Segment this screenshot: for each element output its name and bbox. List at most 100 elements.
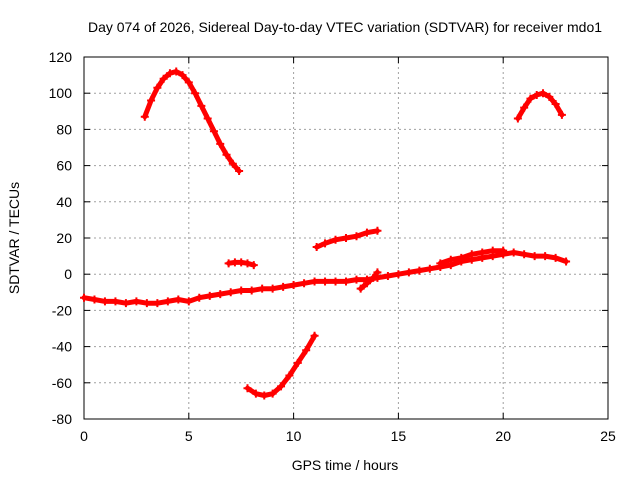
data-point — [331, 235, 340, 244]
data-point — [362, 228, 371, 237]
data-point — [404, 268, 413, 277]
data-point — [163, 297, 172, 306]
data-point — [289, 281, 298, 290]
data-point — [530, 252, 539, 261]
data-point — [436, 259, 445, 268]
data-point — [277, 382, 286, 391]
data-point — [457, 253, 466, 262]
data-point — [243, 384, 252, 393]
data-point — [165, 69, 174, 78]
data-point — [153, 83, 162, 92]
data-point — [478, 248, 487, 257]
data-point — [184, 78, 193, 87]
data-point — [132, 297, 141, 306]
data-point — [541, 252, 550, 261]
data-point — [209, 127, 218, 136]
data-point — [562, 257, 571, 266]
data-point — [197, 101, 206, 110]
data-point — [216, 139, 225, 148]
series-line — [142, 69, 242, 174]
data-point — [312, 243, 321, 252]
data-point — [222, 150, 231, 159]
data-point — [362, 279, 371, 288]
x-tick-label: 25 — [600, 428, 616, 444]
data-point — [203, 114, 212, 123]
data-point — [539, 89, 548, 98]
data-point — [513, 114, 522, 123]
y-tick-label: -20 — [52, 302, 72, 318]
data-point — [140, 112, 149, 121]
data-point — [260, 391, 269, 400]
data-point — [216, 290, 225, 299]
data-point — [293, 358, 302, 367]
data-point — [247, 286, 256, 295]
data-point — [467, 250, 476, 259]
data-point — [285, 371, 294, 380]
data-point — [100, 297, 109, 306]
y-tick-label: 80 — [56, 121, 72, 137]
data-point — [532, 91, 541, 100]
data-point — [237, 286, 246, 295]
data-point — [373, 268, 382, 277]
data-point — [147, 96, 156, 105]
data-point — [369, 273, 378, 282]
data-point — [352, 232, 361, 241]
chart-title: Day 074 of 2026, Sidereal Day-to-day VTE… — [88, 19, 602, 35]
data-point — [356, 284, 365, 293]
data-point — [111, 297, 120, 306]
y-tick-label: 0 — [64, 266, 72, 282]
series-arc-low — [243, 331, 319, 400]
series-line — [358, 269, 380, 292]
data-point — [205, 291, 214, 300]
series-arc-high-morning — [140, 67, 244, 176]
data-point — [331, 277, 340, 286]
data-point — [184, 297, 193, 306]
y-tick-label: -60 — [52, 375, 72, 391]
x-tick-label: 0 — [80, 428, 88, 444]
x-tick-label: 15 — [391, 428, 407, 444]
data-point — [249, 261, 258, 270]
axis-ticks: 0 5 10 15 20 25 -80 -60 -40 -20 0 20 40 60 80 100 120 — [49, 49, 616, 444]
data-point — [191, 89, 200, 98]
data-point — [383, 272, 392, 281]
data-point — [159, 74, 168, 83]
y-tick-label: 60 — [56, 158, 72, 174]
data-point — [228, 159, 237, 168]
data-point — [226, 288, 235, 297]
data-point — [394, 270, 403, 279]
data-point — [446, 255, 455, 264]
data-point — [153, 299, 162, 308]
data-point — [300, 279, 309, 288]
data-point — [279, 282, 288, 291]
data-point — [425, 264, 434, 273]
y-tick-label: 120 — [49, 49, 73, 65]
x-axis-label: GPS time / hours — [292, 457, 399, 473]
data-point — [142, 299, 151, 308]
series-short-segment-7h — [224, 258, 258, 270]
data-point — [243, 259, 252, 268]
data-point — [373, 226, 382, 235]
series-scatter-band-upper — [436, 246, 508, 268]
data-point — [174, 295, 183, 304]
data-point — [499, 246, 508, 255]
data-point — [415, 266, 424, 275]
data-point — [310, 277, 319, 286]
data-point — [195, 293, 204, 302]
y-axis-label: SDTVAR / TECUs — [6, 182, 22, 294]
data-point — [310, 331, 319, 340]
y-tick-label: -40 — [52, 339, 72, 355]
data-point — [509, 248, 518, 257]
data-point — [178, 71, 187, 80]
data-point — [321, 277, 330, 286]
series-segment-11-14h — [312, 226, 382, 252]
data-point — [526, 94, 535, 103]
data-point — [551, 253, 560, 262]
data-point — [268, 389, 277, 398]
x-tick-label: 5 — [185, 428, 193, 444]
data-point — [302, 346, 311, 355]
y-tick-label: 40 — [56, 194, 72, 210]
grid-lines — [84, 57, 608, 419]
y-tick-label: 20 — [56, 230, 72, 246]
